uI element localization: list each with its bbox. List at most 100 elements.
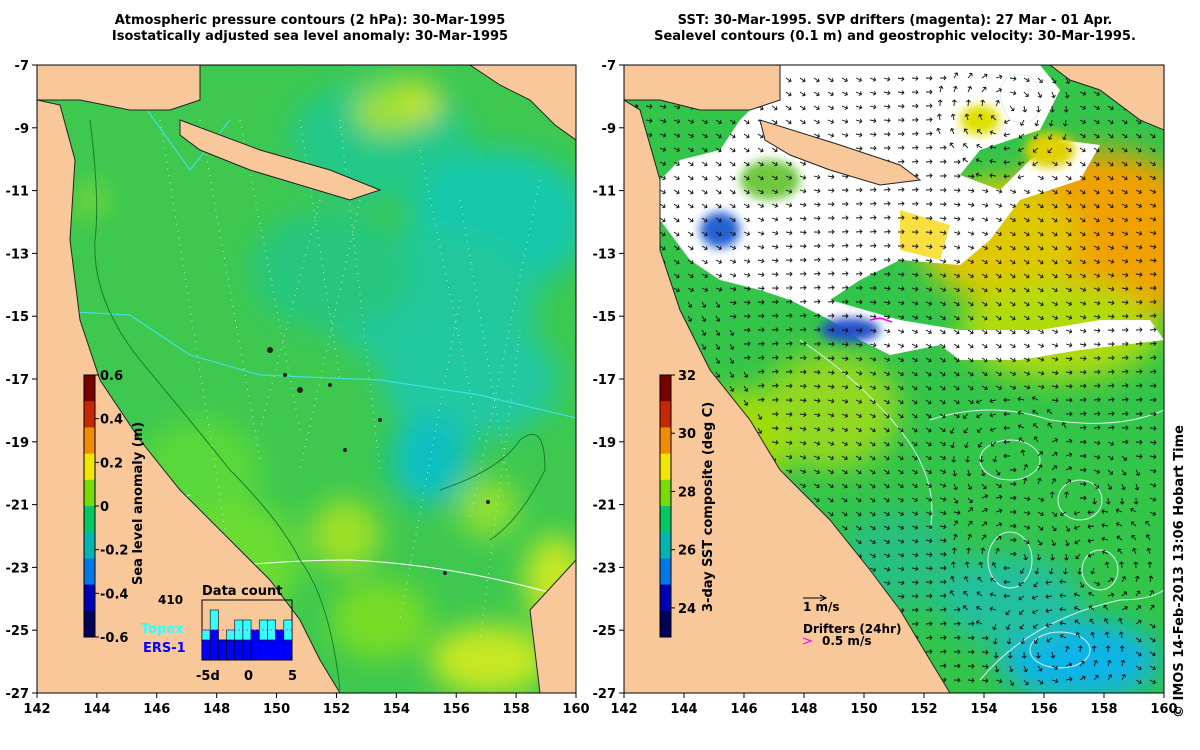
velocity-arrow [855,371,863,376]
velocity-arrow [883,497,890,503]
velocity-arrow [949,590,955,597]
velocity-arrow [897,215,905,221]
velocity-arrow [1135,133,1142,139]
velocity-arrow [715,315,721,322]
velocity-arrow [813,77,820,83]
velocity-arrow [855,427,862,433]
lat-tick-label: -27 [6,687,30,702]
velocity-arrow [1037,497,1045,502]
velocity-arrow [729,273,737,278]
velocity-arrow [1079,328,1087,334]
lon-tick-label: 150 [850,702,877,717]
velocity-arrow [1107,674,1113,681]
velocity-arrow [1051,384,1059,390]
velocity-arrow [1135,425,1143,431]
velocity-arrow [1007,651,1013,659]
velocity-arrow [869,215,877,220]
velocity-arrow [1121,469,1127,476]
velocity-arrow [827,427,835,432]
velocity-arrow [1047,409,1053,415]
lat-tick-label: -27 [593,687,617,702]
velocity-arrow [967,216,975,222]
velocity-arrow [950,441,956,449]
velocity-arrow [1003,453,1010,459]
velocity-arrow [715,245,722,251]
velocity-arrow [897,117,905,123]
velocity-arrow [897,343,905,348]
velocity-arrow [1009,90,1017,96]
velocity-arrow [1149,411,1157,417]
velocity-arrow [883,511,890,517]
velocity-arrow [911,201,919,207]
velocity-arrow [1135,665,1142,671]
velocity-arrow [951,455,957,463]
velocity-arrow [937,99,943,107]
lon-tick-label: 154 [970,702,997,717]
velocity-arrow [827,511,834,517]
velocity-arrow [978,113,983,121]
velocity-arrow [1121,411,1129,417]
velocity-arrow [771,217,779,222]
velocity-arrow [659,104,667,110]
velocity-arrow [925,579,933,585]
left-colorbar-swatches [84,375,95,638]
velocity-arrow [995,522,1003,527]
velocity-arrow [757,161,764,167]
velocity-arrow [771,397,779,403]
velocity-arrow [963,413,969,419]
velocity-arrow [827,441,834,447]
velocity-arrow [883,357,891,362]
velocity-arrow [897,229,905,235]
velocity-arrow [855,243,863,248]
velocity-arrow [1079,259,1086,265]
velocity-arrow [729,329,735,336]
velocity-arrow [977,576,983,583]
velocity-arrow [939,216,947,221]
velocity-arrow [869,257,877,263]
velocity-arrow [1149,623,1156,629]
velocity-arrow [799,119,806,125]
velocity-arrow [1023,525,1031,530]
velocity-arrow [883,145,891,151]
left-colorbar-tick: -0.2 [100,544,128,559]
velocity-arrow [1093,105,1100,111]
velocity-arrow [925,649,933,654]
velocity-arrow [1135,244,1143,250]
velocity-arrow [785,313,793,319]
velocity-arrow [1135,651,1142,657]
velocity-arrow [729,343,735,350]
velocity-arrow [1059,593,1067,598]
velocity-arrow [953,315,960,321]
velocity-arrow [1093,341,1101,347]
velocity-arrow [757,231,765,236]
velocity-arrow [1093,469,1101,474]
velocity-arrow [978,561,984,569]
lat-tick-label: -25 [6,624,30,639]
velocity-arrow [715,301,721,308]
velocity-arrow [1074,619,1081,625]
velocity-arrow [1093,273,1101,278]
velocity-arrow [869,497,876,503]
right-colorbar-swatch [660,610,671,638]
velocity-arrow [687,301,693,308]
velocity-arrow [1009,76,1017,82]
velocity-arrow [869,385,876,391]
velocity-arrow [1051,91,1056,99]
velocity-arrow [981,357,988,363]
velocity-arrow [953,649,961,655]
velocity-arrow [1107,341,1115,347]
velocity-arrow [966,547,971,555]
velocity-arrow [1093,217,1100,223]
velocity-arrow [1032,609,1039,615]
velocity-arrow [953,259,961,264]
velocity-arrow [939,510,947,516]
velocity-arrow [701,273,708,279]
velocity-arrow [841,356,849,362]
inset-bar-ers1 [258,639,268,661]
velocity-arrow [1101,509,1109,514]
velocity-arrow [967,385,974,391]
inset-bar-ers1 [209,629,219,661]
velocity-arrow [841,229,849,235]
velocity-arrow [1079,675,1086,681]
velocity-arrow [1021,651,1027,659]
